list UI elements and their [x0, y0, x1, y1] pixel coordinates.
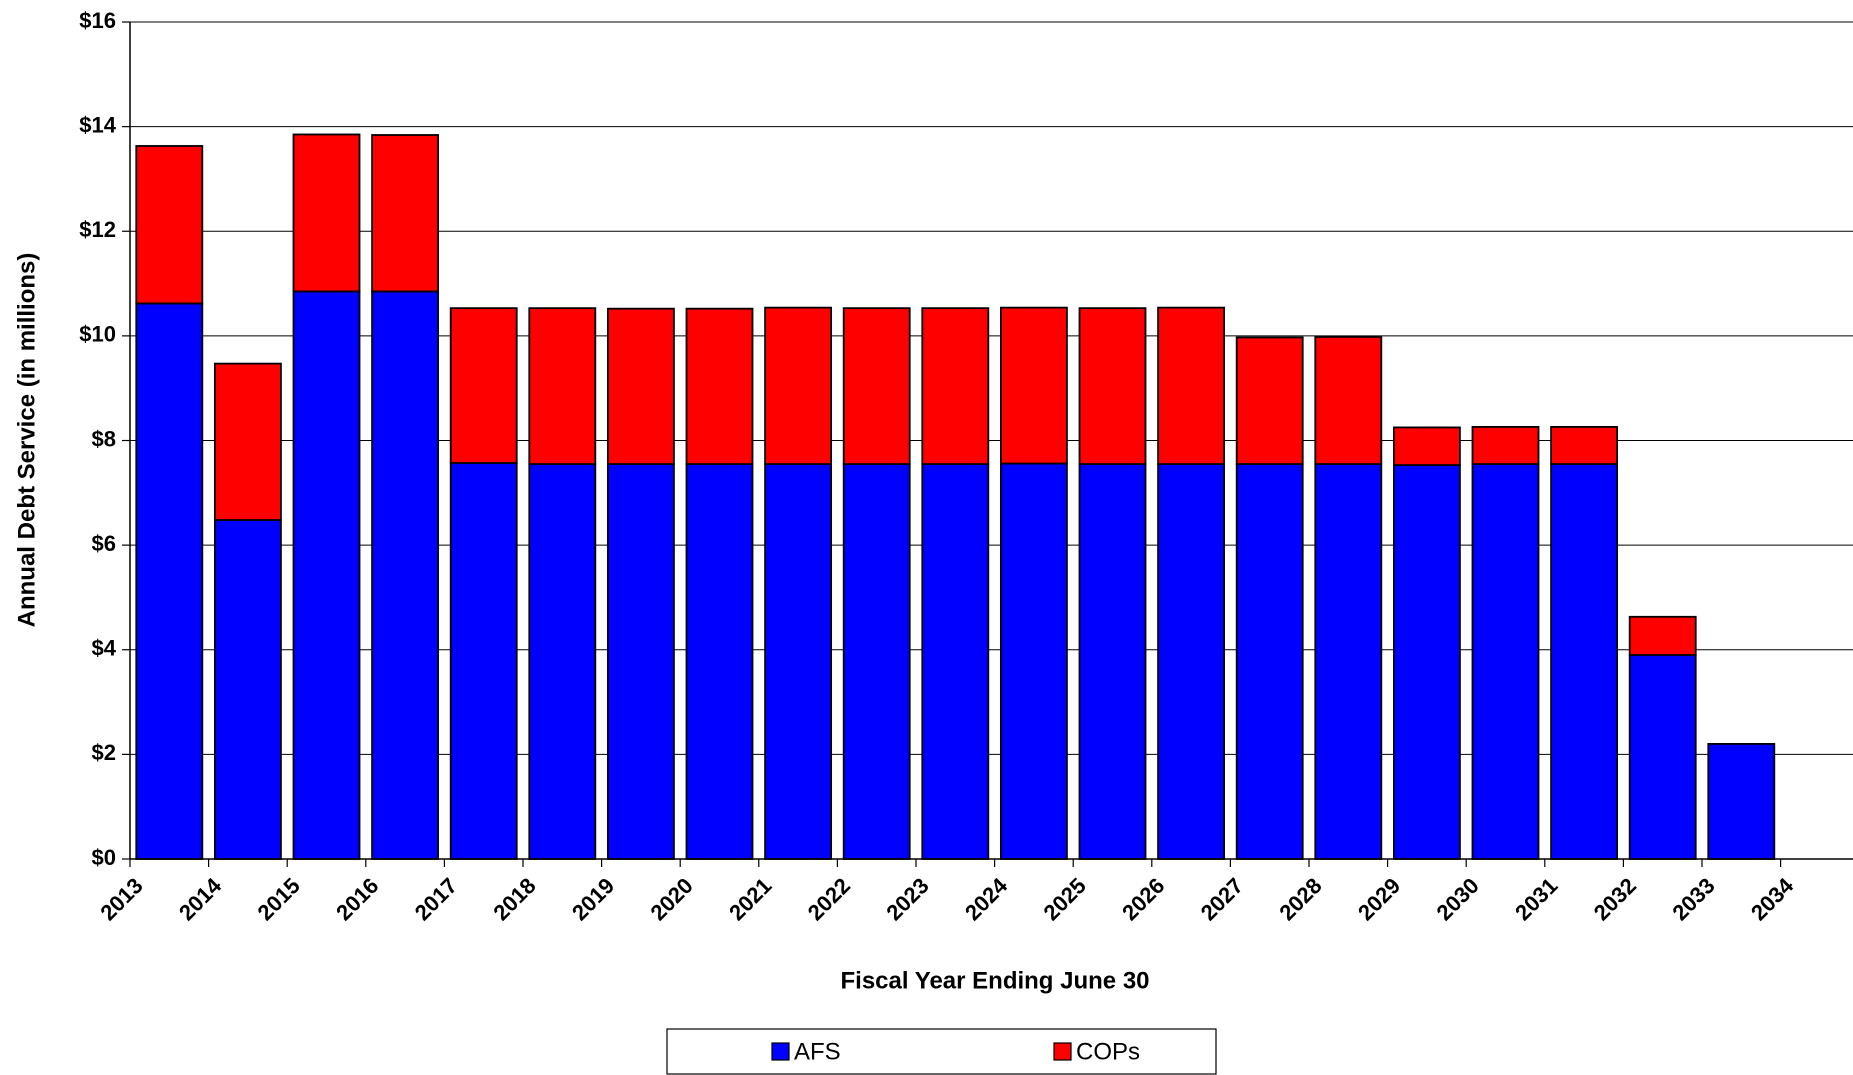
legend-box	[666, 1028, 1217, 1075]
bar-segment	[371, 134, 440, 293]
x-tick-label: 2029	[1353, 873, 1405, 925]
bar-segment	[1235, 463, 1304, 860]
y-tick-label: $4	[92, 636, 117, 661]
x-tick-label: 2015	[253, 873, 305, 925]
bar-segment	[1707, 743, 1776, 860]
y-tick-label: $16	[79, 8, 116, 33]
x-tick-label: 2033	[1667, 873, 1719, 925]
x-tick-label: 2021	[724, 873, 776, 925]
bar-segment	[1078, 463, 1147, 860]
bar-segment	[213, 362, 282, 521]
bar-segment	[213, 519, 282, 860]
bar-segment	[1314, 336, 1383, 465]
legend-swatch	[1053, 1042, 1072, 1061]
bar-segment	[1628, 615, 1697, 656]
x-axis-title: Fiscal Year Ending June 30	[840, 967, 1149, 994]
x-tick-label: 2020	[646, 873, 698, 925]
x-tick-label: 2013	[95, 873, 147, 925]
bar-segment	[135, 302, 204, 860]
bar-segment	[135, 145, 204, 305]
x-tick-label: 2017	[410, 873, 462, 925]
bar-segment	[1550, 425, 1619, 465]
x-tick-label: 2028	[1274, 873, 1326, 925]
bar-segment	[1157, 306, 1226, 465]
bar-segment	[921, 463, 990, 860]
bar-segment	[528, 463, 597, 860]
bar-segment	[1628, 654, 1697, 860]
x-tick-label: 2018	[488, 873, 540, 925]
bar-segment	[921, 307, 990, 465]
y-tick-label: $0	[92, 845, 116, 870]
bar-segment	[1314, 463, 1383, 860]
y-axis-title: Annual Debt Service (in millions)	[13, 253, 40, 628]
bar-segment	[685, 463, 754, 860]
y-tick-label: $10	[79, 322, 116, 347]
bar-segment	[842, 463, 911, 860]
bar-segment	[528, 307, 597, 465]
legend-label: AFS	[794, 1038, 841, 1065]
bar-segment	[606, 307, 675, 465]
x-tick-label: 2025	[1039, 873, 1091, 925]
y-tick-label: $12	[79, 217, 116, 242]
bar-segment	[1392, 464, 1461, 860]
bar-segment	[842, 307, 911, 465]
x-tick-label: 2026	[1117, 873, 1169, 925]
x-tick-label: 2031	[1510, 873, 1562, 925]
bar-segment	[1157, 463, 1226, 860]
x-tick-label: 2034	[1746, 872, 1799, 925]
legend-swatch	[771, 1042, 790, 1061]
x-tick-label: 2016	[331, 873, 383, 925]
bar-segment	[1550, 463, 1619, 860]
legend-label: COPs	[1076, 1038, 1140, 1065]
bar-segment	[606, 463, 675, 860]
bar-segment	[1235, 336, 1304, 465]
y-tick-label: $8	[92, 426, 116, 451]
x-tick-label: 2022	[803, 873, 855, 925]
bar-segment	[1078, 307, 1147, 465]
bar-segment	[764, 463, 833, 860]
bar-segment	[449, 307, 518, 464]
bar-segment	[999, 306, 1068, 465]
x-tick-label: 2019	[567, 873, 619, 925]
y-tick-label: $6	[92, 531, 116, 556]
x-tick-label: 2023	[881, 873, 933, 925]
bar-segment	[1471, 425, 1540, 465]
bar-segment	[999, 462, 1068, 860]
x-tick-label: 2024	[960, 872, 1013, 925]
bar-segment	[292, 290, 361, 860]
bar-segment	[449, 462, 518, 860]
x-tick-label: 2027	[1196, 873, 1248, 925]
y-tick-label: $2	[92, 740, 116, 765]
x-tick-label: 2014	[174, 872, 227, 925]
bar-segment	[1471, 463, 1540, 860]
bar-segment	[764, 306, 833, 465]
bar-segment	[292, 133, 361, 293]
bar-segment	[1392, 426, 1461, 466]
y-tick-label: $14	[79, 112, 116, 137]
x-tick-label: 2032	[1589, 873, 1641, 925]
x-tick-label: 2030	[1432, 873, 1484, 925]
bar-segment	[685, 307, 754, 465]
bar-segment	[371, 290, 440, 860]
